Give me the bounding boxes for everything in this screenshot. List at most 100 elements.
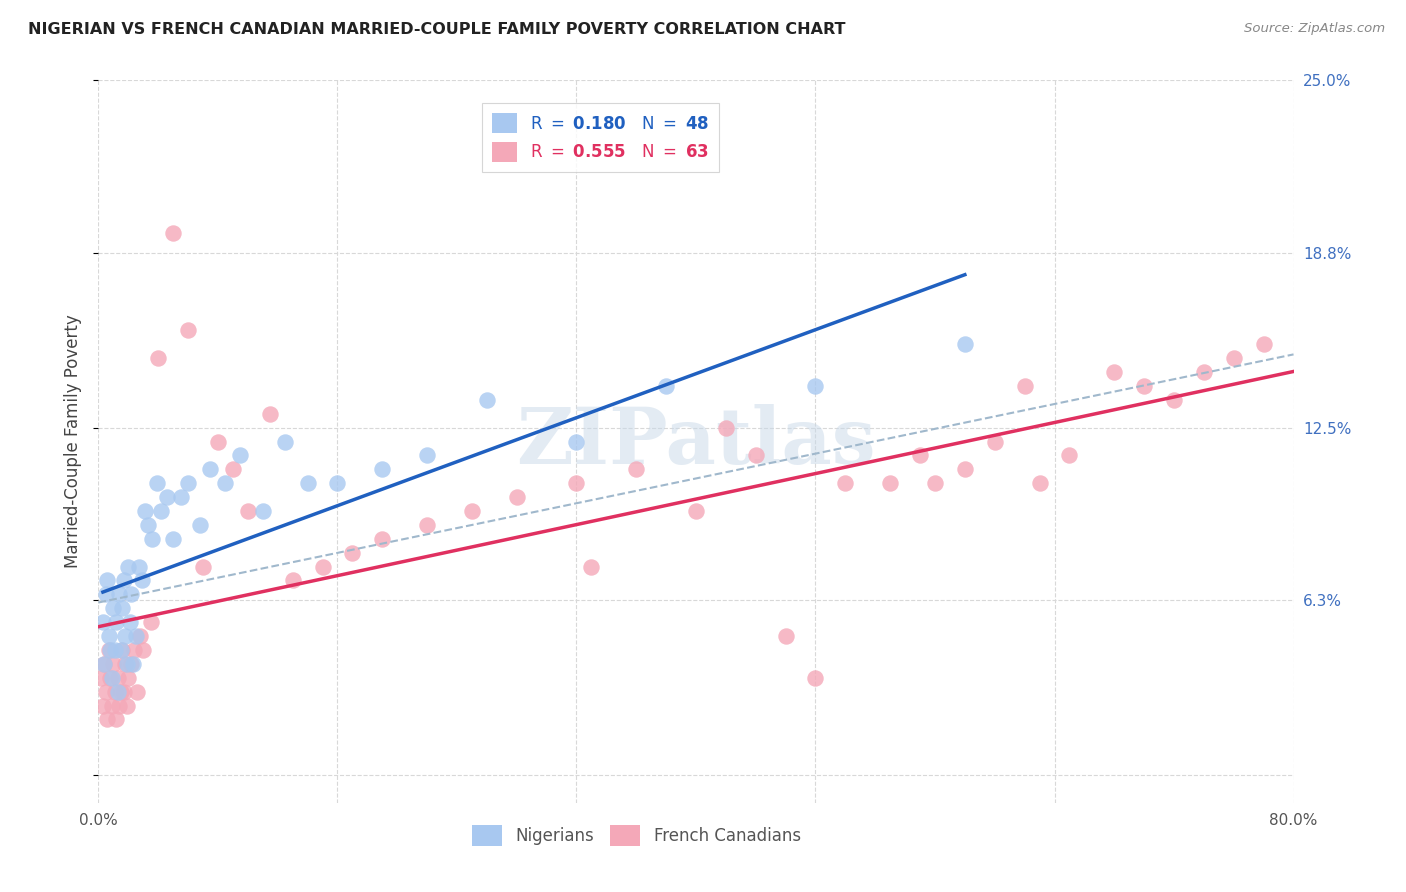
- Point: [107, 684, 129, 698]
- Point: [506, 490, 529, 504]
- Point: [879, 476, 901, 491]
- Point: [1163, 392, 1185, 407]
- Point: [96, 574, 118, 588]
- Point: [108, 698, 131, 713]
- Point: [131, 574, 153, 588]
- Point: [101, 698, 124, 713]
- Point: [129, 629, 152, 643]
- Point: [128, 559, 150, 574]
- Point: [188, 517, 211, 532]
- Point: [685, 504, 707, 518]
- Point: [461, 504, 484, 518]
- Point: [371, 532, 394, 546]
- Point: [177, 323, 200, 337]
- Point: [110, 684, 132, 698]
- Point: [162, 226, 184, 240]
- Point: [90, 671, 112, 685]
- Point: [97, 629, 120, 643]
- Text: NIGERIAN VS FRENCH CANADIAN MARRIED-COUPLE FAMILY POVERTY CORRELATION CHART: NIGERIAN VS FRENCH CANADIAN MARRIED-COUP…: [28, 22, 845, 37]
- Point: [104, 684, 127, 698]
- Point: [745, 449, 768, 463]
- Point: [565, 476, 588, 491]
- Point: [94, 587, 117, 601]
- Point: [953, 337, 976, 351]
- Point: [112, 574, 135, 588]
- Point: [416, 449, 439, 463]
- Point: [121, 657, 143, 671]
- Point: [97, 643, 120, 657]
- Point: [105, 615, 128, 630]
- Point: [655, 379, 678, 393]
- Point: [714, 420, 737, 434]
- Point: [162, 532, 184, 546]
- Point: [96, 713, 118, 727]
- Point: [91, 615, 114, 630]
- Point: [953, 462, 976, 476]
- Point: [984, 434, 1007, 449]
- Point: [924, 476, 946, 491]
- Y-axis label: Married-Couple Family Poverty: Married-Couple Family Poverty: [65, 315, 83, 568]
- Point: [148, 351, 170, 366]
- Point: [207, 434, 229, 449]
- Point: [565, 434, 588, 449]
- Point: [93, 657, 115, 671]
- Point: [114, 629, 136, 643]
- Point: [98, 671, 122, 685]
- Point: [834, 476, 856, 491]
- Point: [342, 546, 364, 560]
- Text: ZIPatlas: ZIPatlas: [516, 403, 876, 480]
- Point: [177, 476, 200, 491]
- Point: [371, 462, 394, 476]
- Legend: Nigerians, French Canadians: Nigerians, French Canadians: [465, 819, 807, 852]
- Point: [1253, 337, 1275, 351]
- Point: [1104, 365, 1126, 379]
- Point: [104, 643, 127, 657]
- Point: [107, 671, 129, 685]
- Point: [125, 629, 148, 643]
- Point: [105, 713, 128, 727]
- Point: [1192, 365, 1215, 379]
- Point: [103, 657, 125, 671]
- Point: [103, 601, 125, 615]
- Point: [141, 532, 163, 546]
- Point: [120, 657, 142, 671]
- Point: [1133, 379, 1156, 393]
- Point: [804, 671, 827, 685]
- Point: [150, 504, 173, 518]
- Point: [908, 449, 931, 463]
- Point: [297, 476, 319, 491]
- Point: [117, 559, 139, 574]
- Point: [117, 671, 139, 685]
- Point: [169, 490, 191, 504]
- Point: [134, 504, 156, 518]
- Point: [111, 643, 134, 657]
- Point: [145, 476, 167, 491]
- Point: [1223, 351, 1246, 366]
- Point: [236, 504, 259, 518]
- Point: [156, 490, 179, 504]
- Point: [326, 476, 349, 491]
- Point: [775, 629, 797, 643]
- Point: [115, 698, 138, 713]
- Point: [804, 379, 827, 393]
- Point: [111, 601, 134, 615]
- Point: [416, 517, 439, 532]
- Point: [229, 449, 252, 463]
- Point: [626, 462, 648, 476]
- Point: [281, 574, 304, 588]
- Point: [274, 434, 297, 449]
- Point: [110, 643, 132, 657]
- Point: [311, 559, 333, 574]
- Point: [118, 615, 141, 630]
- Point: [127, 684, 149, 698]
- Point: [214, 476, 236, 491]
- Point: [139, 615, 162, 630]
- Point: [581, 559, 603, 574]
- Point: [93, 657, 115, 671]
- Point: [1014, 379, 1036, 393]
- Point: [191, 559, 214, 574]
- Point: [136, 517, 159, 532]
- Point: [132, 643, 155, 657]
- Point: [120, 587, 142, 601]
- Point: [98, 643, 122, 657]
